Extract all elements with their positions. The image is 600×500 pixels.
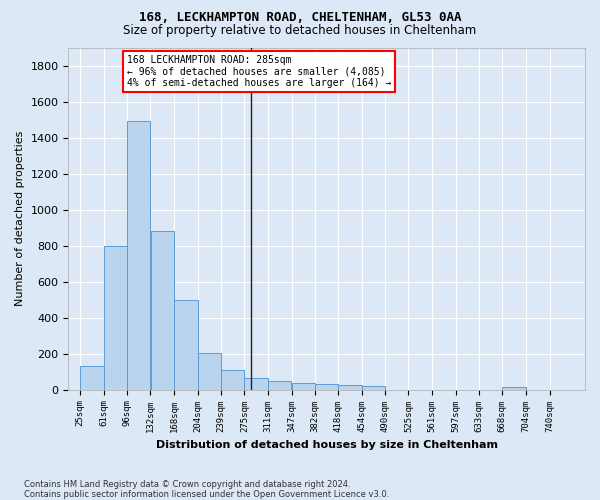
Bar — [314, 384, 338, 390]
Text: 168, LECKHAMPTON ROAD, CHELTENHAM, GL53 0AA: 168, LECKHAMPTON ROAD, CHELTENHAM, GL53 … — [139, 11, 461, 24]
Y-axis label: Number of detached properties: Number of detached properties — [15, 131, 25, 306]
Bar — [198, 353, 221, 390]
X-axis label: Distribution of detached houses by size in Cheltenham: Distribution of detached houses by size … — [156, 440, 498, 450]
Bar — [151, 231, 174, 390]
Bar — [80, 366, 104, 390]
Bar — [268, 381, 292, 390]
Bar — [174, 300, 197, 390]
Bar — [338, 385, 362, 390]
Bar — [127, 122, 151, 390]
Bar — [104, 246, 127, 390]
Text: Contains HM Land Registry data © Crown copyright and database right 2024.
Contai: Contains HM Land Registry data © Crown c… — [24, 480, 389, 499]
Text: 168 LECKHAMPTON ROAD: 285sqm
← 96% of detached houses are smaller (4,085)
4% of : 168 LECKHAMPTON ROAD: 285sqm ← 96% of de… — [127, 54, 391, 88]
Bar — [362, 386, 385, 390]
Bar — [221, 370, 244, 390]
Bar — [292, 384, 315, 390]
Bar — [244, 378, 268, 390]
Bar — [502, 388, 526, 390]
Text: Size of property relative to detached houses in Cheltenham: Size of property relative to detached ho… — [124, 24, 476, 37]
